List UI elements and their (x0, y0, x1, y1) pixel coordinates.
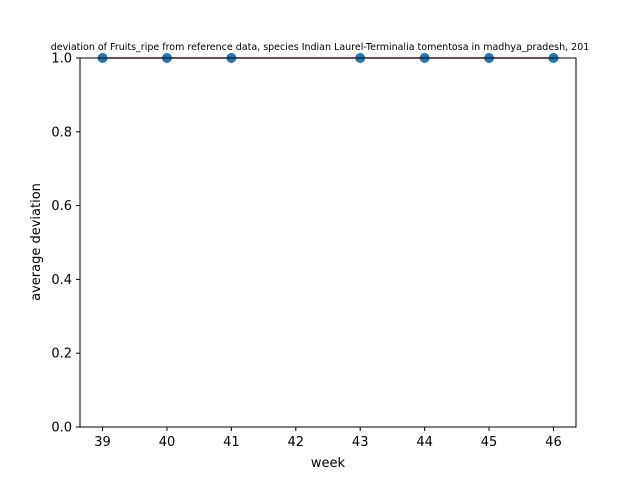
chart-title: deviation of Fruits_ripe from reference … (51, 42, 590, 53)
x-tick-label: 44 (416, 435, 433, 450)
x-axis-label: week (311, 456, 346, 471)
x-tick-label: 40 (159, 435, 176, 450)
y-tick-label: 1.0 (51, 52, 72, 67)
x-tick-label: 43 (352, 435, 369, 450)
y-axis-label: average deviation (29, 183, 44, 301)
y-tick-label: 0.8 (51, 125, 72, 140)
x-tick-label: 45 (481, 435, 498, 450)
x-tick-label: 42 (288, 435, 305, 450)
y-tick-label: 0.0 (51, 421, 72, 436)
axes-frame (79, 57, 577, 428)
y-tick-label: 0.6 (51, 199, 72, 214)
plot-area: 39 40 41 42 43 44 45 46 0.0 0.2 0.4 0.6 0.8 1.0 (51, 52, 577, 450)
x-tick-label: 39 (94, 435, 111, 450)
y-tick-label: 0.2 (51, 347, 72, 362)
x-tick-label: 46 (545, 435, 562, 450)
y-tick-label: 0.4 (51, 273, 72, 288)
x-tick-label: 41 (223, 435, 240, 450)
